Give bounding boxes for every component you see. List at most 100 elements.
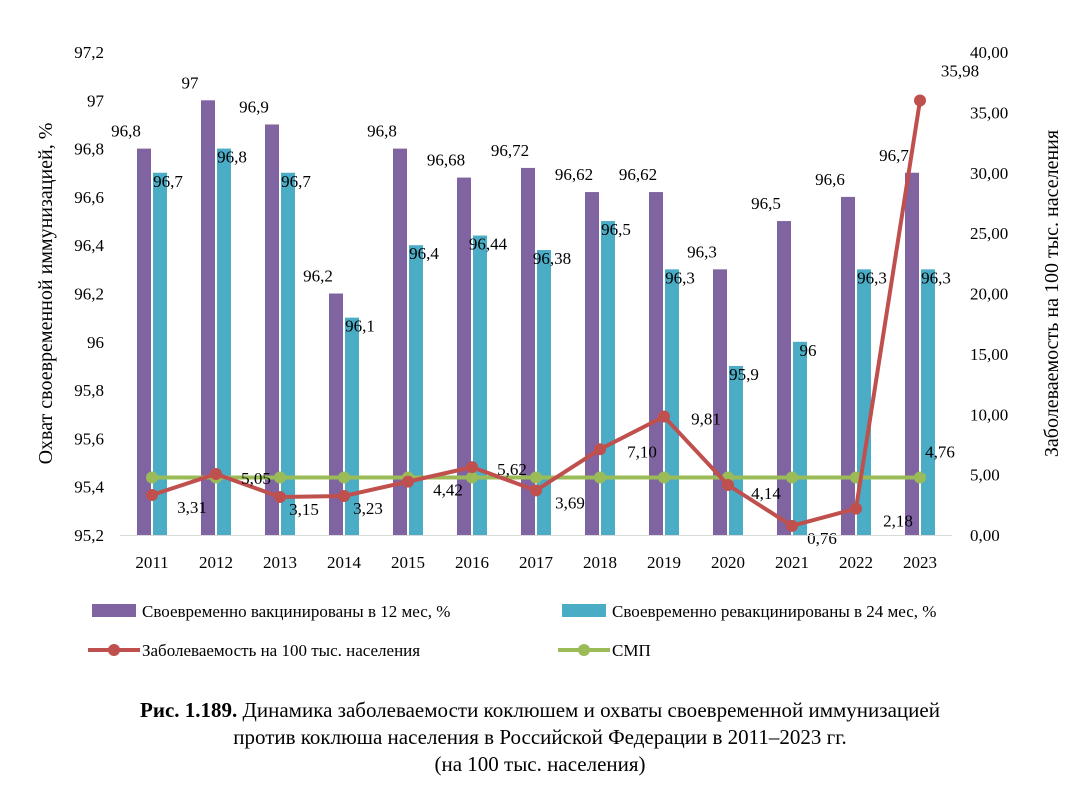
point-incidence-2017: [530, 484, 542, 497]
legend-vaccinated-swatch: [92, 604, 136, 617]
label-incidence-2018: 7,10: [627, 442, 657, 461]
bar-vaccinated-2022: [841, 196, 855, 535]
point-incidence-2013: [274, 490, 286, 503]
label-incidence-2016: 5,62: [497, 460, 527, 479]
bar-revaccinated-2011: [153, 172, 167, 535]
label-revaccinated-2019: 96,3: [665, 268, 695, 287]
point-smp-2016: [466, 471, 478, 484]
x-tick-label-2012: 2012: [199, 553, 233, 572]
x-tick-label-2017: 2017: [519, 553, 554, 572]
label-vaccinated-2017: 96,72: [491, 141, 529, 160]
point-incidence-2015: [402, 475, 414, 488]
bar-revaccinated-2021: [793, 341, 807, 535]
label-incidence-2020: 4,14: [751, 484, 781, 503]
bar-vaccinated-2020: [713, 269, 727, 535]
x-tick-label-2019: 2019: [647, 553, 681, 572]
point-incidence-2014: [338, 489, 350, 502]
point-smp-2018: [594, 471, 606, 484]
y-left-tick-label: 97,2: [74, 43, 104, 62]
y-left-axis-title: Охват своевременной иммунизацией, %: [35, 123, 57, 465]
point-incidence-2019: [658, 410, 670, 423]
y-left-tick-label: 95,8: [74, 381, 104, 400]
caption-prefix: Рис. 1.189.: [140, 698, 238, 722]
legend-smp-label: СМП: [612, 641, 651, 660]
label-revaccinated-2015: 96,4: [409, 244, 439, 263]
label-vaccinated-2020: 96,3: [687, 242, 717, 261]
bar-vaccinated-2013: [265, 124, 279, 535]
lines-layer: [146, 94, 926, 532]
legend-vaccinated: Своевременно вакцинированы в 12 мес, %: [92, 602, 450, 621]
y-right-axis-title: Заболеваемость на 100 тыс. населения: [1041, 130, 1063, 457]
bar-vaccinated-2012: [201, 100, 215, 536]
legend-vaccinated-label: Своевременно вакцинированы в 12 мес, %: [142, 602, 450, 621]
legend-smp: СМП: [558, 641, 651, 660]
bar-revaccinated-2020: [729, 365, 743, 535]
data-labels-layer: 96,8 97 96,9 96,2 96,8 96,68 96,72 96,62 96,62 96…: [111, 62, 979, 548]
x-tick-label-2015: 2015: [391, 553, 425, 572]
label-revaccinated-2020: 95,9: [729, 365, 759, 384]
bar-vaccinated-2023: [905, 172, 919, 535]
legend-incidence-label: Заболеваемость на 100 тыс. населения: [142, 641, 420, 660]
point-smp-2019: [658, 471, 670, 484]
y-right-tick-label: 5,00: [970, 466, 1000, 485]
label-revaccinated-2021: 96: [800, 341, 817, 360]
x-tick-label-2021: 2021: [775, 553, 809, 572]
point-smp-2014: [338, 471, 350, 484]
y-right-tick-label: 20,00: [970, 285, 1008, 304]
label-incidence-2015: 4,42: [433, 481, 463, 500]
point-smp-2013: [274, 471, 286, 484]
label-incidence-2014: 3,23: [353, 499, 383, 518]
label-vaccinated-2013: 96,9: [239, 97, 269, 116]
legend-incidence: Заболеваемость на 100 тыс. населения: [88, 641, 420, 660]
y-right-tick-label: 25,00: [970, 224, 1008, 243]
point-incidence-2022: [850, 502, 862, 515]
bar-revaccinated-2016: [473, 235, 487, 536]
bars-layer: [137, 100, 935, 536]
y-left-tick-label: 96,6: [74, 188, 104, 207]
label-revaccinated-2013: 96,7: [281, 172, 311, 191]
y-right-tick-label: 35,00: [970, 103, 1008, 122]
y-left-tick-label: 97: [87, 91, 105, 110]
bar-vaccinated-2018: [585, 192, 599, 535]
label-smp: 4,76: [925, 443, 955, 462]
x-tick-label-2020: 2020: [711, 553, 745, 572]
label-revaccinated-2016: 96,44: [469, 235, 508, 254]
label-revaccinated-2012: 96,8: [217, 148, 247, 167]
y-left-tick-label: 95,4: [74, 478, 104, 497]
axes-layer: 95,2 95,4 95,6 95,8 96 96,2 96,4 96,6 96,8 97 97,2…: [35, 43, 1063, 572]
smp-label-leader: [921, 461, 935, 474]
caption-line1: Динамика заболеваемости коклюшем и охват…: [237, 698, 940, 722]
y-right-tick-label: 30,00: [970, 164, 1008, 183]
label-vaccinated-2022: 96,6: [815, 170, 845, 189]
label-incidence-2019: 9,81: [691, 410, 721, 429]
y-right-tick-label: 10,00: [970, 405, 1008, 424]
point-incidence-2011: [146, 489, 158, 502]
bar-vaccinated-2021: [777, 221, 791, 536]
bar-vaccinated-2017: [521, 167, 535, 536]
label-incidence-2012: 5,05: [241, 469, 271, 488]
point-incidence-2016: [466, 461, 478, 474]
bar-revaccinated-2015: [409, 245, 423, 535]
caption-line2: против коклюша населения в Российской Фе…: [233, 725, 847, 749]
y-left-tick-label: 96,8: [74, 140, 104, 159]
label-vaccinated-2018: 96,62: [555, 165, 593, 184]
bar-revaccinated-2019: [665, 269, 679, 535]
bar-revaccinated-2013: [281, 172, 295, 535]
y-left-tick-label: 96,2: [74, 285, 104, 304]
x-tick-label-2023: 2023: [903, 553, 937, 572]
x-tick-label-2013: 2013: [263, 553, 297, 572]
label-incidence-2021: 0,76: [807, 529, 837, 548]
label-revaccinated-2022: 96,3: [857, 268, 887, 287]
bar-vaccinated-2016: [457, 177, 471, 535]
label-revaccinated-2018: 96,5: [601, 220, 631, 239]
point-incidence-2021: [786, 519, 798, 532]
label-vaccinated-2015: 96,8: [367, 122, 397, 141]
x-tick-label-2014: 2014: [327, 553, 362, 572]
label-revaccinated-2014: 96,1: [345, 317, 375, 336]
label-incidence-2023: 35,98: [941, 62, 979, 81]
point-incidence-2018: [594, 443, 606, 456]
y-left-tick-label: 96,4: [74, 236, 104, 255]
label-incidence-2011: 3,31: [177, 498, 207, 517]
legend-revaccinated: Своевременно ревакцинированы в 24 мес, %: [562, 602, 936, 621]
x-tick-label-2016: 2016: [455, 553, 489, 572]
